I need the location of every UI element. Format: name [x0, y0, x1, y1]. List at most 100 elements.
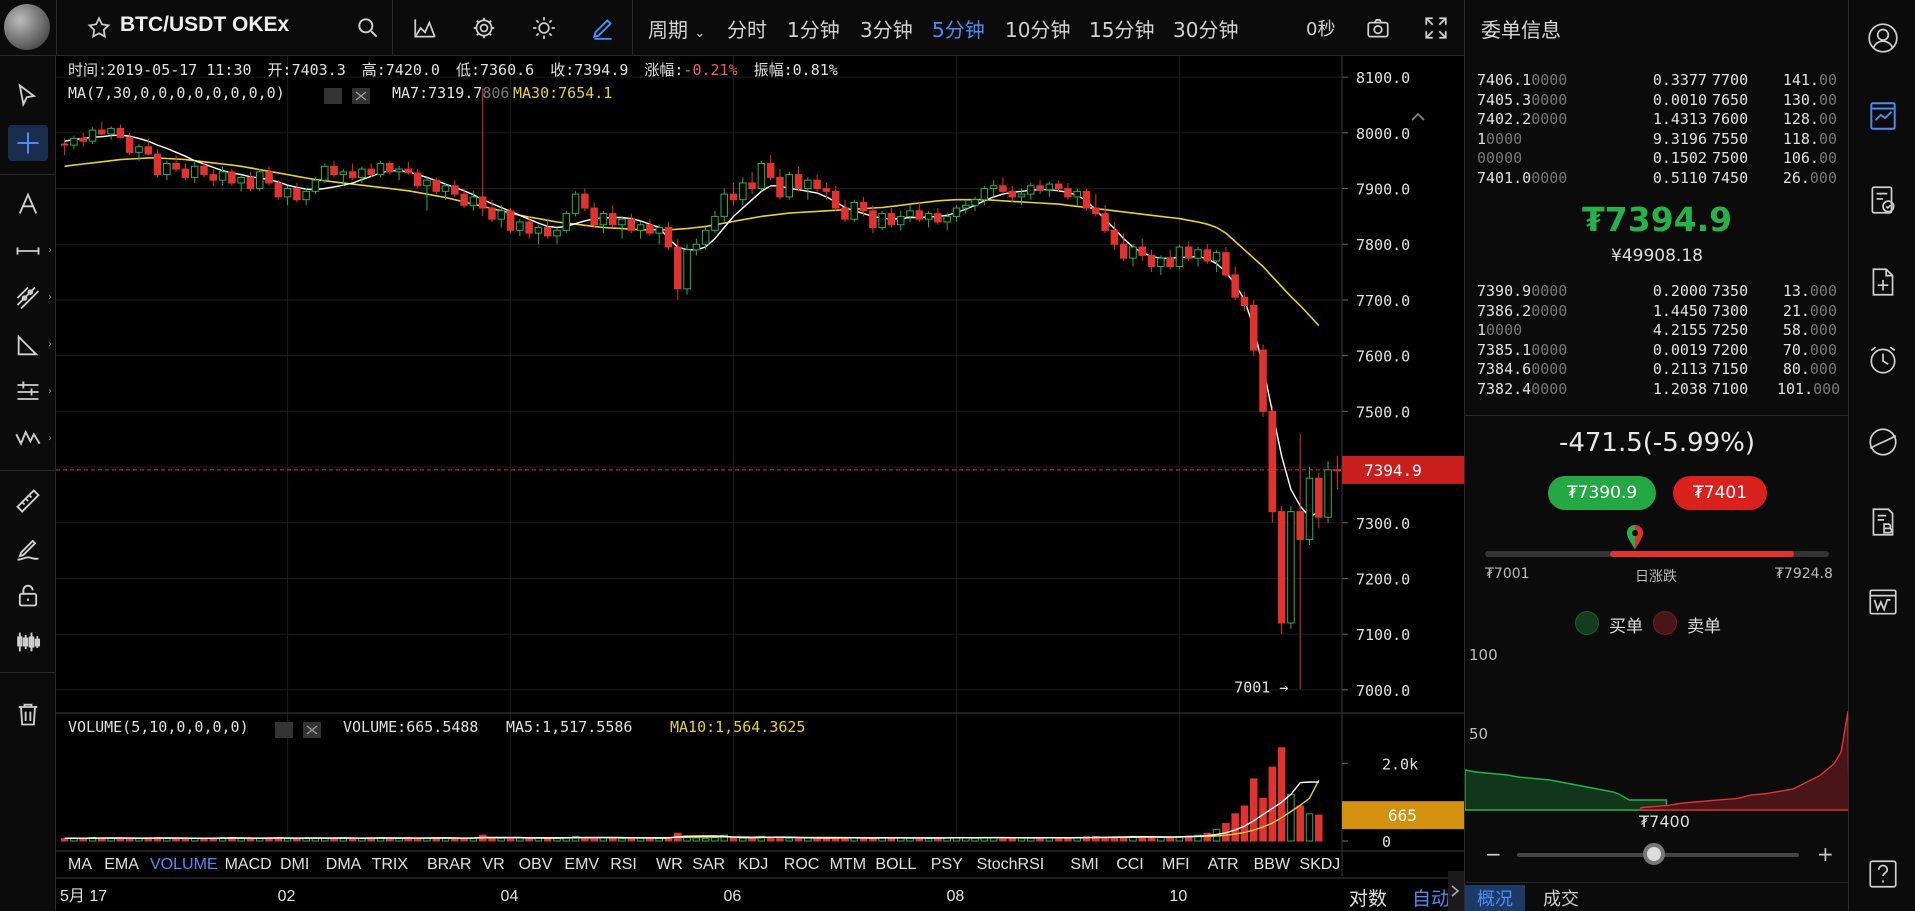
indicator-tab-emv[interactable]: EMV	[564, 856, 599, 873]
help-icon[interactable]	[1863, 854, 1903, 894]
symbol-search-icon[interactable]	[352, 12, 384, 44]
delete-trash-icon[interactable]	[8, 696, 48, 732]
ruler-icon[interactable]	[8, 483, 48, 519]
chart-area[interactable]: 8100.0 8000.0 7900.0 7800.0 7700.0 7600.0 7500…	[56, 56, 1464, 911]
triangle-shape-icon[interactable]: ›	[8, 327, 52, 363]
order-book-row[interactable]: 7406.10000 0.3377 7700 141.00	[1477, 71, 1837, 90]
ma-settings-label[interactable]: MA(7,30,0,0,0,0,0,0,0,0)	[68, 84, 285, 102]
crosshair-icon[interactable]	[8, 125, 48, 161]
screenshot-camera-icon[interactable]	[1362, 12, 1394, 44]
indicator-tab-sar[interactable]: SAR	[692, 856, 725, 873]
volume-settings-label[interactable]: VOLUME(5,10,0,0,0,0)	[68, 718, 249, 736]
indicator-tab-dma[interactable]: DMA	[326, 856, 362, 873]
zoom-slider-knob[interactable]	[1643, 843, 1665, 865]
zoom-out-button[interactable]: −	[1485, 842, 1502, 866]
indicator-tab-psy[interactable]: PSY	[931, 856, 963, 873]
text-tool-icon[interactable]	[8, 186, 48, 222]
indicator-tab-stochrsi[interactable]: StochRSI	[977, 856, 1045, 873]
brush-icon[interactable]	[8, 530, 48, 566]
period-3m[interactable]: 3分钟	[860, 18, 913, 42]
candle-body	[441, 185, 450, 192]
indicator-tab-brar[interactable]: BRAR	[427, 856, 471, 873]
scroll-up-caret-icon[interactable]	[1411, 112, 1425, 121]
indicator-tab-bbw[interactable]: BBW	[1254, 856, 1291, 873]
favorite-star-icon[interactable]	[83, 12, 115, 44]
indicator-tab-trix[interactable]: TRIX	[372, 856, 409, 873]
order-book-row[interactable]: 7382.40000 1.2038 7100 101.000	[1477, 380, 1840, 399]
price-chart-svg[interactable]: 8100.0 8000.0 7900.0 7800.0 7700.0 7600.0 7500…	[56, 56, 1464, 911]
indicator-tab-vr[interactable]: VR	[482, 856, 504, 873]
indicator-tab-wr[interactable]: WR	[656, 856, 683, 873]
indicator-tab-roc[interactable]: ROC	[784, 856, 820, 873]
sell-price-button[interactable]: ₮7401	[1673, 476, 1767, 510]
zoom-in-button[interactable]: +	[1817, 842, 1834, 866]
settings-gear-icon[interactable]	[468, 12, 500, 44]
indicator-tab-dmi[interactable]: DMI	[280, 856, 309, 873]
alarm-clock-icon[interactable]	[1863, 340, 1903, 380]
trend-lines-icon[interactable]: ›	[8, 280, 52, 316]
order-book-row[interactable]: 10000 9.3196 7550 118.00	[1477, 130, 1837, 149]
horizontal-line-icon[interactable]: ›	[8, 233, 52, 269]
log-scale-toggle[interactable]: 对数	[1349, 888, 1387, 910]
buy-price-button[interactable]: ₮7390.9	[1548, 476, 1656, 510]
document-b-icon[interactable]	[1863, 502, 1903, 542]
period-tick[interactable]: 分时	[727, 18, 767, 42]
indicator-tab-mtm[interactable]: MTM	[830, 856, 866, 873]
ma-settings-gear-icon[interactable]	[324, 88, 342, 104]
theme-sun-icon[interactable]	[528, 12, 560, 44]
indicator-tab-kdj[interactable]: KDJ	[738, 856, 768, 873]
candle-body	[664, 227, 673, 248]
wave-pattern-icon[interactable]: ›	[8, 421, 52, 457]
order-check-icon[interactable]	[1863, 180, 1903, 220]
globe-compass-icon[interactable]	[1863, 422, 1903, 462]
indicator-tab-macd[interactable]: MACD	[225, 856, 272, 873]
indicator-tab-volume[interactable]: VOLUME	[150, 856, 218, 873]
order-book-row[interactable]: 7405.30000 0.0010 7650 130.00	[1477, 91, 1837, 110]
indicator-tab-ema[interactable]: EMA	[104, 856, 139, 873]
indicator-tab-rsi[interactable]: RSI	[610, 856, 637, 873]
candle-body	[200, 165, 208, 176]
symbol-title[interactable]: BTC/USDT OKEx	[120, 13, 290, 36]
indicator-tab-boll[interactable]: BOLL	[875, 856, 916, 873]
order-book-row[interactable]: 7390.90000 0.2000 7350 13.000	[1477, 282, 1837, 301]
draw-pen-icon[interactable]	[587, 12, 619, 44]
indicator-tab-cci[interactable]: CCI	[1116, 856, 1144, 873]
order-book-row[interactable]: 7385.10000 0.0019 7200 70.000	[1477, 341, 1837, 360]
order-book-icon[interactable]	[1863, 96, 1903, 136]
period-menu[interactable]: 周期 ⌄	[648, 18, 706, 42]
indicator-tab-mfi[interactable]: MFI	[1162, 856, 1190, 873]
period-5m[interactable]: 5分钟	[932, 18, 985, 42]
new-document-icon[interactable]	[1863, 262, 1903, 302]
lock-drawings-icon[interactable]	[8, 577, 48, 613]
candlestick-visibility-icon[interactable]	[8, 624, 48, 660]
order-book-row[interactable]: 00000 0.1502 7500 106.00	[1477, 149, 1837, 168]
order-book-row[interactable]: 7384.60000 0.2113 7150 80.000	[1477, 360, 1837, 379]
order-book-row[interactable]: 7402.20000 1.4313 7600 128.00	[1477, 110, 1837, 129]
fibonacci-icon[interactable]: ›	[8, 374, 52, 410]
chart-type-icon[interactable]	[409, 12, 441, 44]
period-15m[interactable]: 15分钟	[1089, 18, 1155, 42]
wiki-w-icon[interactable]	[1863, 582, 1903, 622]
period-30m[interactable]: 30分钟	[1173, 18, 1239, 42]
indicator-tab-smi[interactable]: SMI	[1070, 856, 1098, 873]
tab-trades[interactable]: 成交	[1543, 889, 1579, 910]
indicator-tab-ma[interactable]: MA	[68, 856, 92, 873]
indicator-tab-skdj[interactable]: SKDJ	[1299, 856, 1340, 873]
order-book-row[interactable]: 7401.00000 0.5110 7450 26.000	[1477, 169, 1837, 188]
order-book-row[interactable]: 7386.20000 1.4450 7300 21.000	[1477, 302, 1837, 321]
auto-scale-toggle[interactable]: 自动	[1412, 888, 1450, 910]
panel-collapse-handle[interactable]	[1448, 871, 1464, 911]
user-account-icon[interactable]	[1863, 18, 1903, 58]
volume-settings-gear-icon[interactable]	[275, 722, 293, 738]
indicator-tab-atr[interactable]: ATR	[1208, 856, 1239, 873]
depth-chart[interactable]	[1465, 640, 1849, 850]
tab-overview[interactable]: 概况	[1465, 885, 1525, 911]
fullscreen-icon[interactable]	[1420, 12, 1452, 44]
cursor-arrow-icon[interactable]	[8, 78, 48, 114]
order-book-cell: 7500	[1712, 149, 1772, 167]
order-book-row[interactable]: 10000 4.2155 7250 58.000	[1477, 321, 1837, 340]
indicator-tab-obv[interactable]: OBV	[519, 856, 553, 873]
period-10m[interactable]: 10分钟	[1005, 18, 1071, 42]
order-book-cell: 7401.00000	[1477, 169, 1607, 187]
period-1m[interactable]: 1分钟	[787, 18, 840, 42]
